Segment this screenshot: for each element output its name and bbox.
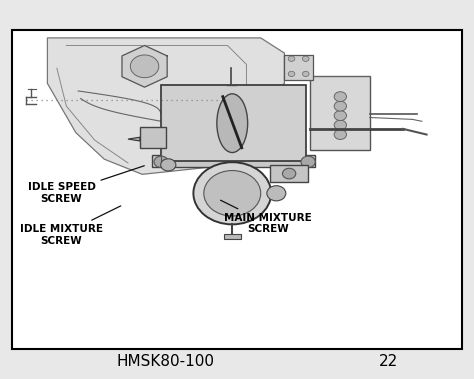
Ellipse shape (217, 94, 247, 152)
Bar (224, 234, 241, 239)
Circle shape (204, 171, 261, 216)
Circle shape (334, 130, 346, 139)
Circle shape (334, 120, 346, 130)
Circle shape (161, 159, 176, 171)
Bar (270, 165, 308, 182)
Bar (310, 76, 370, 150)
Circle shape (302, 56, 309, 61)
Bar (12, 30, 462, 349)
Bar (161, 85, 306, 161)
Text: IDLE MIXTURE
SCREW: IDLE MIXTURE SCREW (20, 206, 121, 246)
Circle shape (154, 156, 168, 168)
Text: 22: 22 (379, 354, 398, 370)
Text: MAIN MIXTURE
SCREW: MAIN MIXTURE SCREW (220, 200, 312, 234)
Circle shape (267, 186, 286, 201)
Polygon shape (128, 137, 140, 141)
Circle shape (130, 55, 159, 78)
Circle shape (193, 162, 271, 224)
Circle shape (334, 111, 346, 121)
Circle shape (288, 71, 295, 77)
Circle shape (334, 101, 346, 111)
Text: HMSK80-100: HMSK80-100 (117, 354, 215, 370)
Circle shape (283, 168, 296, 179)
Bar (152, 155, 315, 167)
Circle shape (302, 71, 309, 77)
Bar (140, 127, 166, 148)
Bar (284, 55, 313, 80)
Circle shape (301, 156, 315, 168)
Polygon shape (47, 38, 284, 174)
Polygon shape (122, 45, 167, 87)
Circle shape (288, 56, 295, 61)
Circle shape (334, 92, 346, 102)
Text: IDLE SPEED
SCREW: IDLE SPEED SCREW (27, 166, 144, 204)
